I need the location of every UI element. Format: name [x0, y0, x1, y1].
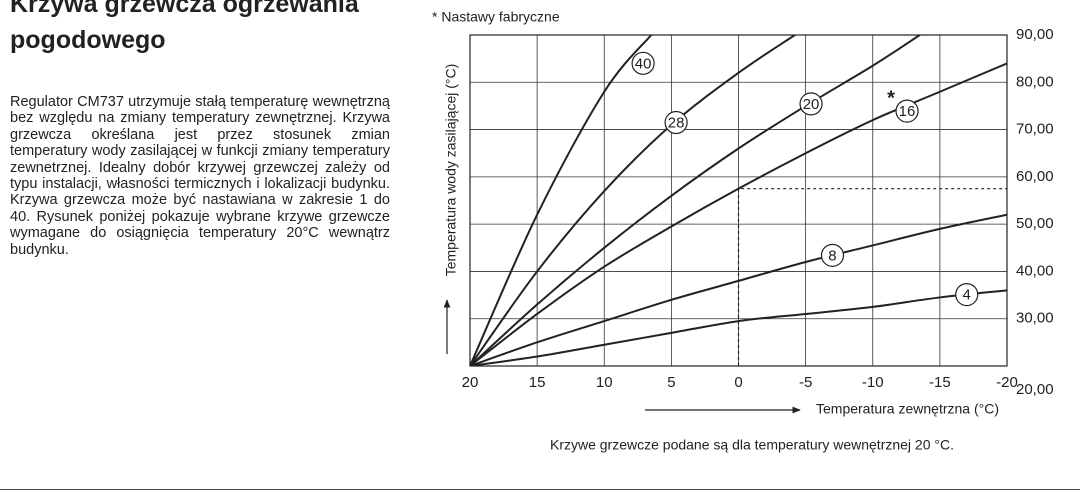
x-tick-label: 20	[462, 374, 479, 391]
x-tick-label: 5	[667, 374, 675, 391]
curve-label: 4	[963, 287, 971, 304]
x-tick-label: -10	[862, 374, 884, 391]
x-tick-label: 0	[734, 374, 742, 391]
curve-label-circle	[895, 99, 919, 123]
x-axis-label: Temperatura zewnętrzna (°C)	[816, 401, 999, 417]
curve	[470, 35, 796, 366]
y-tick-label: 40,00	[1016, 262, 1054, 279]
y-tick-label: 70,00	[1016, 121, 1054, 138]
y-tick-label: 60,00	[1016, 168, 1054, 185]
curve-label: 40	[635, 55, 652, 72]
caption: Krzywe grzewcze podane są dla temperatur…	[550, 437, 954, 453]
y-tick-label: 90,00	[1016, 26, 1054, 43]
curve-label: 20	[803, 96, 820, 113]
reference-line	[737, 188, 1007, 366]
curve	[470, 35, 921, 366]
curve-label-circle	[955, 282, 979, 307]
curve-label: 16	[899, 103, 916, 120]
x-tick-label: -5	[799, 374, 812, 391]
curve-label-circle	[799, 92, 823, 116]
curves	[470, 35, 1007, 366]
curve	[470, 62, 1007, 366]
paragraph: Regulator CM737 utrzymuje stałą temperat…	[10, 94, 390, 258]
x-tick-label: 10	[596, 374, 613, 391]
y-tick-label: 50,00	[1016, 215, 1054, 232]
y-tick-label: 20,00	[1016, 381, 1054, 398]
annotation: * Nastawy fabryczne	[432, 9, 560, 25]
curve-label-circle	[631, 51, 655, 75]
y-axis-label: Temperatura wody zasilającej (°C)	[443, 64, 459, 277]
curve	[470, 35, 653, 366]
divider	[0, 489, 1080, 490]
y-tick-label: 80,00	[1016, 73, 1054, 90]
curve-label: 28	[668, 114, 685, 131]
curve-label-circle	[820, 243, 845, 267]
x-tick-label: 15	[529, 374, 546, 391]
curve-label-circle	[664, 110, 688, 135]
title: Krzywa grzewcza ogrzewania pogodowego	[10, 0, 359, 54]
x-tick-label: -20	[996, 374, 1018, 391]
curve-label: 8	[828, 247, 836, 264]
y-tick-label: 30,00	[1016, 310, 1054, 327]
x-tick-label: -15	[929, 374, 951, 391]
factory-marker: *	[887, 87, 895, 109]
